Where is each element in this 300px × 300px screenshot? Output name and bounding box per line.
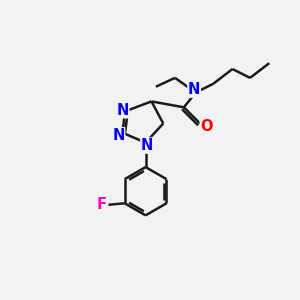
Text: O: O (200, 119, 213, 134)
Text: N: N (112, 128, 125, 143)
Text: F: F (97, 197, 107, 212)
Text: N: N (188, 82, 200, 97)
Text: N: N (141, 138, 153, 153)
Text: N: N (116, 103, 129, 118)
